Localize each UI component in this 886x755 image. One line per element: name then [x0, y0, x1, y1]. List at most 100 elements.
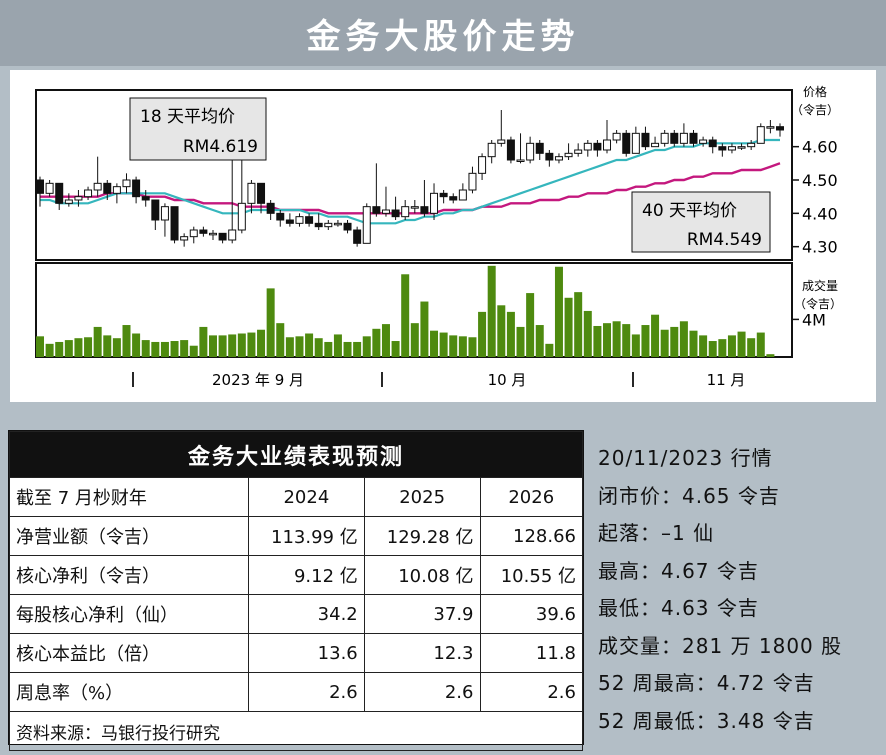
- candle-body: [776, 126, 784, 131]
- volume-bar: [285, 337, 294, 357]
- candle-body: [612, 132, 621, 141]
- candle-body: [333, 222, 342, 226]
- candle-body: [372, 206, 381, 214]
- candle-body: [727, 146, 736, 151]
- candle-body: [747, 142, 756, 148]
- volume-bar: [93, 326, 102, 357]
- ma18-annotation-box: [129, 97, 267, 161]
- volume-bar: [516, 326, 525, 357]
- ma40-annotation-box: [631, 191, 771, 253]
- table-cell: 核心本益比（倍）: [9, 633, 249, 673]
- x-label-oct: 10 月: [488, 371, 527, 389]
- volume-bar: [343, 341, 352, 357]
- candle-body: [170, 206, 179, 241]
- volume-bar: [526, 293, 535, 357]
- candle-body: [324, 222, 333, 228]
- volume-bar: [381, 324, 390, 357]
- candle-body: [343, 222, 352, 231]
- candle-body: [708, 139, 717, 148]
- volume-bar: [189, 345, 198, 357]
- table-header-cell: 2026: [479, 477, 583, 517]
- table-row: 周息率（%） 2.6 2.6 2.6: [9, 672, 583, 712]
- candle-body: [160, 206, 169, 221]
- candle-body: [285, 219, 294, 224]
- candle-body: [305, 216, 314, 224]
- volume-bar: [727, 335, 736, 357]
- volume-bar: [439, 332, 448, 357]
- candle-body: [535, 142, 544, 154]
- volume-bar: [295, 336, 304, 357]
- volume-bar: [689, 330, 698, 357]
- candle-body: [766, 126, 775, 129]
- candle-body: [756, 126, 765, 144]
- price-tick-label: 4.30: [802, 238, 838, 257]
- candle-body: [583, 142, 592, 151]
- volume-bar: [333, 334, 342, 357]
- volume-bar: [74, 338, 83, 357]
- price-tick-label: 4.60: [802, 138, 838, 157]
- volume-bar: [276, 323, 285, 357]
- candle-body: [257, 182, 266, 204]
- table-cell: 37.9: [363, 594, 481, 634]
- table-cell: 2.6: [248, 672, 365, 712]
- candle-body: [112, 186, 121, 194]
- candle-body: [381, 209, 390, 214]
- volume-bar: [151, 341, 160, 357]
- volume-bar: [228, 334, 237, 357]
- volume-bar: [766, 354, 775, 357]
- table-cell: 129.28 亿: [363, 516, 481, 556]
- quote-change: 起落：–1 仙: [598, 521, 715, 545]
- volume-bar: [305, 333, 314, 357]
- volume-bar: [660, 329, 669, 357]
- ma18-annotation-value: RM4.619: [183, 137, 258, 157]
- candle-body: [631, 132, 640, 154]
- volume-bar: [708, 341, 717, 357]
- candle-body: [36, 179, 44, 194]
- volume-bar: [718, 339, 727, 357]
- candle-body: [45, 182, 54, 194]
- volume-bar: [487, 265, 496, 357]
- candle-body: [670, 132, 679, 144]
- volume-bar: [391, 341, 400, 357]
- volume-bar: [641, 325, 650, 357]
- candle-body: [430, 192, 439, 214]
- source-note: 资料来源：马银行投行研究: [9, 711, 583, 751]
- volume-bar: [103, 335, 112, 357]
- candle-body: [497, 139, 506, 144]
- table-cell: 周息率（%）: [9, 672, 249, 712]
- candle-body: [151, 199, 160, 221]
- candle-body: [487, 142, 496, 158]
- volume-bar: [612, 321, 621, 357]
- candle-body: [660, 132, 669, 144]
- title-bar: 金务大股价走势: [0, 0, 886, 66]
- volume-bar: [218, 335, 227, 357]
- candle-body: [353, 229, 362, 244]
- candle-body: [199, 229, 208, 234]
- volume-bar: [410, 323, 419, 357]
- volume-bar: [622, 324, 631, 357]
- volume-bar: [401, 274, 410, 357]
- volume-bar: [353, 341, 362, 357]
- volume-axis-title: 成交量: [802, 278, 838, 293]
- candle-body: [679, 132, 688, 144]
- volume-bar: [545, 343, 554, 357]
- candle-body: [218, 232, 227, 241]
- candle-body: [574, 149, 583, 154]
- volume-bar: [670, 326, 679, 357]
- candle-body: [103, 182, 112, 194]
- candle-body: [266, 202, 275, 214]
- candle-body: [718, 146, 727, 151]
- candle-body: [641, 132, 650, 148]
- candle-body: [237, 202, 246, 231]
- quote-close: 闭市价：4.65 令吉: [598, 483, 780, 508]
- table-cell: 核心净利（令吉）: [9, 555, 249, 595]
- volume-bar: [468, 337, 477, 357]
- chart-panel: 价格 （令吉） 4.60 4.50 4.40 4.30 成交量 （令吉） 4M 2023 年 9 …: [10, 70, 876, 402]
- candle-body: [132, 179, 141, 198]
- table-header-cell: 截至 7 月杪财年: [9, 477, 249, 517]
- candle-body: [593, 142, 602, 151]
- forecast-table-title: 金务大业绩表现预测: [9, 431, 583, 478]
- volume-bar: [324, 341, 333, 357]
- candle-body: [410, 206, 419, 209]
- volume-bar: [160, 341, 169, 357]
